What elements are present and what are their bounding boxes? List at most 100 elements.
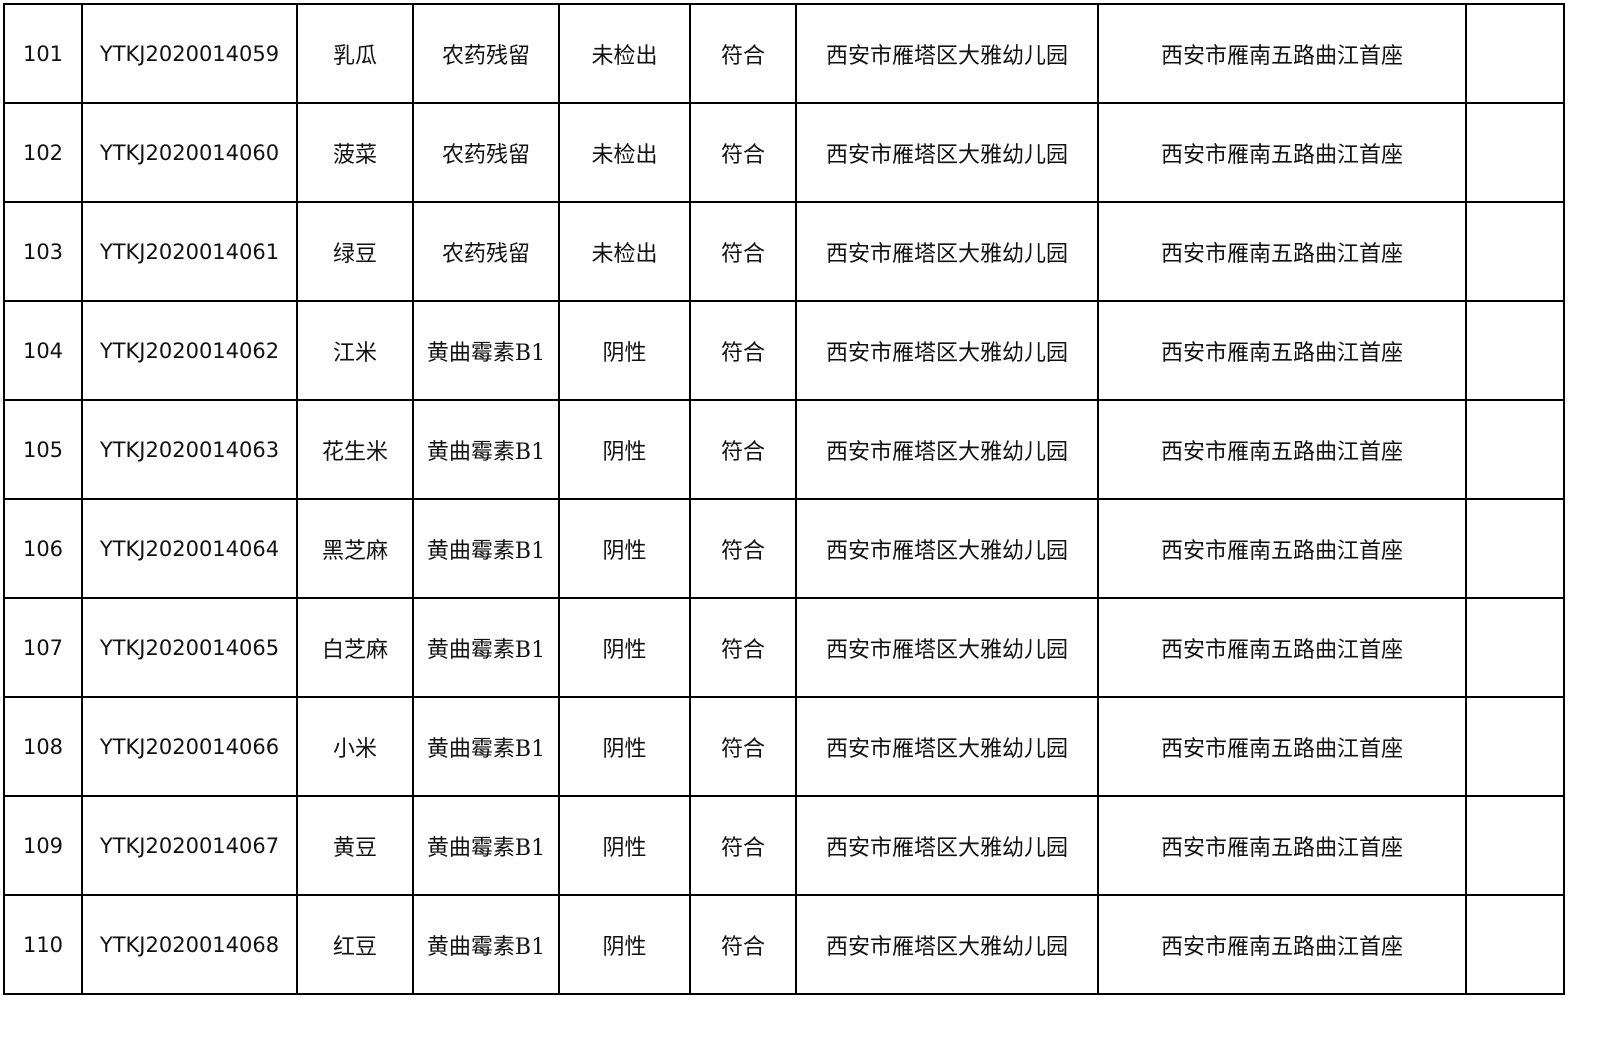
table-row: 110 YTKJ2020014068 红豆 黄曲霉素B1 阴性 符合 西安市雁塔区大雅幼儿园…	[3, 894, 1565, 995]
table-body: 101 YTKJ2020014059 乳瓜 农药残留 未检出 符合 西安市雁塔区大雅幼儿园西…	[3, 3, 1565, 995]
table-row: 104 YTKJ2020014062 江米 黄曲霉素B1 阴性 符合 西安市雁塔区大雅幼儿园…	[3, 300, 1565, 401]
cell-row-number: 110	[3, 894, 83, 995]
cell-test-result: 阴性	[558, 300, 691, 401]
cell-sample-name: 花生米	[296, 399, 414, 500]
table-row: 105 YTKJ2020014063 花生米 黄曲霉素B1 阴性 符合 西安市雁塔区大雅幼儿…	[3, 399, 1565, 500]
cell-remarks	[1465, 300, 1565, 401]
cell-row-number: 109	[3, 795, 83, 896]
cell-remarks	[1465, 696, 1565, 797]
cell-remarks	[1465, 201, 1565, 302]
inspection-results-table: 101 YTKJ2020014059 乳瓜 农药残留 未检出 符合 西安市雁塔区大雅幼儿园西…	[3, 3, 1565, 995]
cell-sample-id: YTKJ2020014062	[81, 300, 298, 401]
cell-sample-name: 小米	[296, 696, 414, 797]
cell-remarks	[1465, 597, 1565, 698]
cell-unit-address: 西安市雁南五路曲江首座	[1097, 102, 1467, 203]
cell-inspected-unit: 西安市雁塔区大雅幼儿园	[795, 102, 1099, 203]
cell-sample-name: 乳瓜	[296, 3, 414, 104]
cell-row-number: 106	[3, 498, 83, 599]
cell-test-result: 未检出	[558, 3, 691, 104]
cell-unit-address: 西安市雁南五路曲江首座	[1097, 597, 1467, 698]
table-row: 106 YTKJ2020014064 黑芝麻 黄曲霉素B1 阴性 符合 西安市雁塔区大雅幼儿…	[3, 498, 1565, 599]
cell-inspected-unit: 西安市雁塔区大雅幼儿园	[795, 696, 1099, 797]
cell-conclusion: 符合	[689, 894, 797, 995]
cell-test-result: 阴性	[558, 498, 691, 599]
cell-test-item: 农药残留	[412, 102, 560, 203]
cell-test-item: 黄曲霉素B1	[412, 597, 560, 698]
cell-conclusion: 符合	[689, 795, 797, 896]
cell-remarks	[1465, 3, 1565, 104]
cell-inspected-unit: 西安市雁塔区大雅幼儿园	[795, 201, 1099, 302]
cell-row-number: 101	[3, 3, 83, 104]
cell-test-result: 阴性	[558, 894, 691, 995]
cell-test-result: 阴性	[558, 795, 691, 896]
cell-test-item: 黄曲霉素B1	[412, 894, 560, 995]
cell-conclusion: 符合	[689, 102, 797, 203]
cell-unit-address: 西安市雁南五路曲江首座	[1097, 696, 1467, 797]
cell-sample-name: 江米	[296, 300, 414, 401]
cell-sample-id: YTKJ2020014068	[81, 894, 298, 995]
cell-sample-name: 黑芝麻	[296, 498, 414, 599]
cell-inspected-unit: 西安市雁塔区大雅幼儿园	[795, 894, 1099, 995]
cell-conclusion: 符合	[689, 696, 797, 797]
cell-inspected-unit: 西安市雁塔区大雅幼儿园	[795, 498, 1099, 599]
cell-sample-id: YTKJ2020014065	[81, 597, 298, 698]
cell-test-item: 农药残留	[412, 201, 560, 302]
cell-test-result: 阴性	[558, 696, 691, 797]
cell-remarks	[1465, 102, 1565, 203]
cell-conclusion: 符合	[689, 597, 797, 698]
table-row: 102 YTKJ2020014060 菠菜 农药残留 未检出 符合 西安市雁塔区大雅幼儿园西…	[3, 102, 1565, 203]
cell-unit-address: 西安市雁南五路曲江首座	[1097, 399, 1467, 500]
cell-test-result: 未检出	[558, 102, 691, 203]
cell-test-item: 农药残留	[412, 3, 560, 104]
cell-remarks	[1465, 399, 1565, 500]
cell-test-result: 阴性	[558, 597, 691, 698]
cell-conclusion: 符合	[689, 498, 797, 599]
cell-conclusion: 符合	[689, 300, 797, 401]
cell-test-item: 黄曲霉素B1	[412, 498, 560, 599]
cell-test-item: 黄曲霉素B1	[412, 795, 560, 896]
cell-row-number: 104	[3, 300, 83, 401]
table-row: 108 YTKJ2020014066 小米 黄曲霉素B1 阴性 符合 西安市雁塔区大雅幼儿园…	[3, 696, 1565, 797]
cell-sample-id: YTKJ2020014060	[81, 102, 298, 203]
cell-inspected-unit: 西安市雁塔区大雅幼儿园	[795, 3, 1099, 104]
cell-test-item: 黄曲霉素B1	[412, 696, 560, 797]
cell-sample-name: 白芝麻	[296, 597, 414, 698]
cell-unit-address: 西安市雁南五路曲江首座	[1097, 894, 1467, 995]
cell-test-result: 未检出	[558, 201, 691, 302]
cell-row-number: 108	[3, 696, 83, 797]
cell-sample-name: 绿豆	[296, 201, 414, 302]
cell-inspected-unit: 西安市雁塔区大雅幼儿园	[795, 300, 1099, 401]
cell-sample-id: YTKJ2020014064	[81, 498, 298, 599]
cell-inspected-unit: 西安市雁塔区大雅幼儿园	[795, 795, 1099, 896]
cell-test-item: 黄曲霉素B1	[412, 399, 560, 500]
cell-test-result: 阴性	[558, 399, 691, 500]
table-row: 103 YTKJ2020014061 绿豆 农药残留 未检出 符合 西安市雁塔区大雅幼儿园西…	[3, 201, 1565, 302]
cell-row-number: 105	[3, 399, 83, 500]
cell-sample-name: 菠菜	[296, 102, 414, 203]
cell-row-number: 103	[3, 201, 83, 302]
cell-unit-address: 西安市雁南五路曲江首座	[1097, 201, 1467, 302]
cell-sample-id: YTKJ2020014061	[81, 201, 298, 302]
cell-sample-name: 红豆	[296, 894, 414, 995]
cell-conclusion: 符合	[689, 3, 797, 104]
cell-unit-address: 西安市雁南五路曲江首座	[1097, 498, 1467, 599]
cell-unit-address: 西安市雁南五路曲江首座	[1097, 300, 1467, 401]
cell-row-number: 102	[3, 102, 83, 203]
cell-unit-address: 西安市雁南五路曲江首座	[1097, 795, 1467, 896]
cell-unit-address: 西安市雁南五路曲江首座	[1097, 3, 1467, 104]
cell-conclusion: 符合	[689, 399, 797, 500]
cell-conclusion: 符合	[689, 201, 797, 302]
cell-sample-name: 黄豆	[296, 795, 414, 896]
table-row: 109 YTKJ2020014067 黄豆 黄曲霉素B1 阴性 符合 西安市雁塔区大雅幼儿园…	[3, 795, 1565, 896]
cell-sample-id: YTKJ2020014059	[81, 3, 298, 104]
cell-remarks	[1465, 498, 1565, 599]
cell-sample-id: YTKJ2020014063	[81, 399, 298, 500]
cell-sample-id: YTKJ2020014067	[81, 795, 298, 896]
cell-test-item: 黄曲霉素B1	[412, 300, 560, 401]
cell-row-number: 107	[3, 597, 83, 698]
table-row: 107 YTKJ2020014065 白芝麻 黄曲霉素B1 阴性 符合 西安市雁塔区大雅幼儿…	[3, 597, 1565, 698]
cell-remarks	[1465, 795, 1565, 896]
cell-inspected-unit: 西安市雁塔区大雅幼儿园	[795, 597, 1099, 698]
cell-sample-id: YTKJ2020014066	[81, 696, 298, 797]
cell-inspected-unit: 西安市雁塔区大雅幼儿园	[795, 399, 1099, 500]
